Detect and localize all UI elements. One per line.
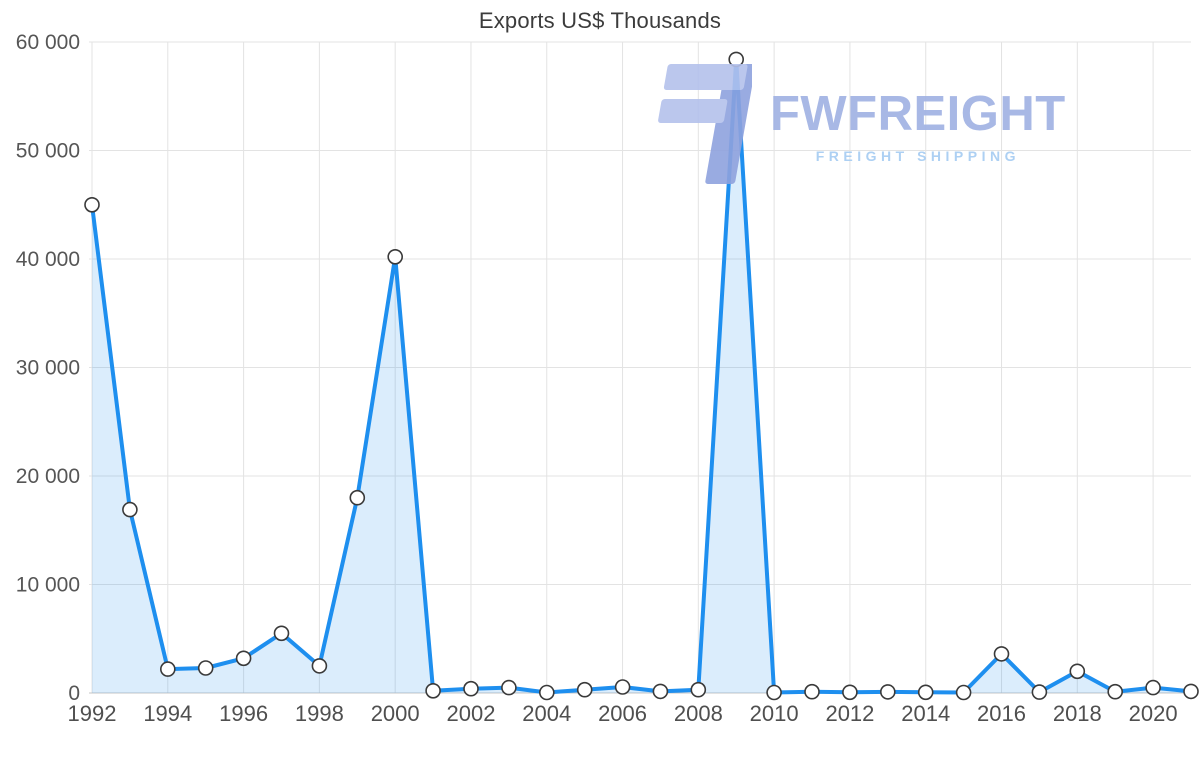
data-point-marker[interactable] [690, 681, 707, 698]
x-axis-tick-label: 2016 [977, 701, 1026, 726]
data-point-marker[interactable] [1069, 663, 1086, 680]
x-axis-tick-label: 2012 [825, 701, 874, 726]
x-axis-tick-label: 1998 [295, 701, 344, 726]
data-point-marker[interactable] [993, 646, 1010, 662]
x-axis-tick-label: 2004 [522, 701, 571, 726]
x-axis-tick-label: 1994 [143, 701, 192, 726]
data-point-marker[interactable] [728, 51, 745, 68]
y-axis-tick-label: 30 000 [16, 357, 80, 380]
x-axis-tick-label: 2006 [598, 701, 647, 726]
data-point-marker[interactable] [879, 684, 896, 700]
x-axis-tick-label: 2002 [446, 701, 495, 726]
series-area-fill [92, 59, 1191, 693]
data-point-marker[interactable] [1145, 679, 1161, 696]
x-axis-tick-label: 1996 [219, 701, 268, 726]
data-point-marker[interactable] [387, 248, 404, 265]
data-point-marker[interactable] [576, 681, 593, 698]
data-point-marker[interactable] [311, 658, 328, 674]
data-point-marker[interactable] [538, 684, 555, 701]
y-axis-tick-label: 40 000 [16, 248, 80, 271]
data-point-marker[interactable] [955, 684, 972, 701]
x-axis-tick-label: 2000 [371, 701, 420, 726]
data-point-marker[interactable] [804, 683, 820, 700]
data-point-marker[interactable] [1107, 683, 1123, 700]
data-point-marker[interactable] [463, 680, 479, 697]
data-point-marker[interactable] [122, 501, 138, 518]
y-axis-tick-label: 50 000 [16, 140, 80, 163]
x-axis-tick-label: 2008 [674, 701, 723, 726]
y-axis-tick-label: 10 000 [16, 574, 80, 597]
chart-title: Exports US$ Thousands [478, 8, 722, 33]
data-point-marker[interactable] [652, 683, 669, 700]
data-point-marker[interactable] [197, 660, 214, 676]
data-point-marker[interactable] [235, 650, 252, 667]
data-point-marker[interactable] [917, 684, 934, 701]
x-axis-tick-label: 2014 [901, 701, 950, 726]
data-point-marker[interactable] [425, 682, 441, 699]
x-axis-tick-label: 2018 [1053, 701, 1102, 726]
data-point-marker[interactable] [349, 489, 366, 506]
y-axis-tick-label: 0 [68, 682, 80, 705]
data-point-marker[interactable] [1183, 683, 1199, 700]
data-point-marker[interactable] [766, 684, 782, 701]
x-axis-tick-label: 1992 [68, 701, 117, 726]
data-point-marker[interactable] [1031, 684, 1048, 700]
x-axis-tick-label: 2020 [1129, 701, 1178, 726]
data-point-marker[interactable] [84, 197, 100, 213]
data-point-marker[interactable] [501, 679, 517, 696]
series-line [90, 57, 1193, 695]
data-point-marker[interactable] [160, 661, 176, 677]
data-point-marker[interactable] [842, 684, 858, 701]
y-axis-tick-label: 20 000 [16, 465, 80, 488]
data-point-marker[interactable] [273, 625, 290, 642]
x-axis-tick-label: 2010 [750, 701, 799, 726]
data-point-marker[interactable] [614, 679, 631, 695]
y-axis-tick-label: 60 000 [16, 31, 80, 54]
